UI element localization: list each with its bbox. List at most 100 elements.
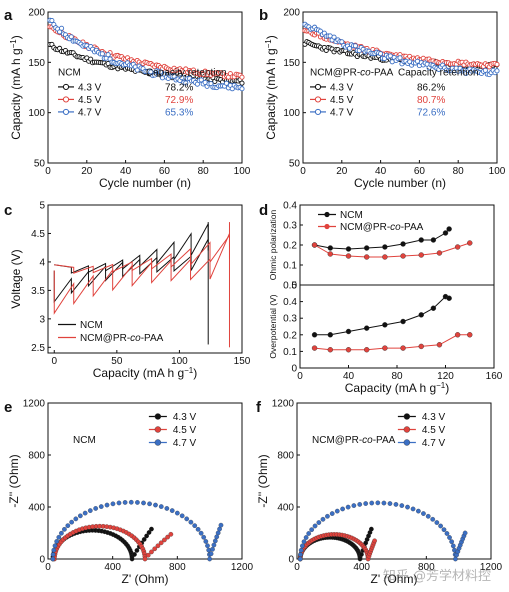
legend-label: NCM: [340, 210, 363, 221]
legend-label: 4.3 V: [422, 412, 446, 423]
data-point: [82, 510, 88, 516]
data-point: [157, 69, 164, 75]
x-axis-label: Cycle number (n): [354, 176, 446, 190]
data-point: [158, 504, 164, 509]
y-axis-label: Voltage (V): [9, 249, 23, 308]
plot-frame-b: [302, 11, 498, 164]
legend-label: 4.5 V: [78, 95, 102, 106]
x-tick-label: 120: [437, 371, 454, 382]
data-point: [87, 508, 93, 513]
x-tick-label: 400: [353, 562, 370, 573]
legend-marker: [314, 83, 322, 91]
retention-value: 72.6%: [417, 107, 445, 118]
y-tick-label: 0.4: [283, 297, 297, 308]
data-point: [132, 552, 137, 557]
legend-title: NCM@PR-co-PAA: [310, 67, 394, 78]
data-point: [449, 539, 454, 544]
x-tick-label: 800: [169, 562, 186, 573]
y-tick-label: 200: [28, 8, 45, 19]
x-tick-label: 80: [198, 166, 210, 177]
series-4.7V: [302, 21, 500, 78]
data-point: [467, 240, 473, 246]
data-point: [400, 318, 406, 325]
data-point: [363, 347, 370, 353]
data-point: [441, 527, 447, 533]
data-point: [300, 543, 305, 549]
legend-marker: [403, 413, 411, 420]
data-point: [212, 538, 218, 544]
data-point: [453, 556, 458, 562]
y-tick-label: 2.5: [31, 343, 45, 354]
data-point: [494, 68, 500, 74]
x-axis-label: Z' (Ohm): [122, 572, 169, 586]
data-point: [331, 34, 337, 40]
data-point: [399, 503, 405, 508]
y-tick-label: 50: [289, 159, 301, 170]
data-point: [141, 500, 146, 506]
data-point: [198, 530, 204, 536]
x-tick-label: 80: [453, 166, 465, 177]
data-point: [297, 556, 303, 562]
data-point: [327, 251, 334, 257]
x-tick-label: 100: [234, 166, 251, 177]
y-tick-label: 50: [34, 159, 46, 170]
data-point: [381, 500, 387, 506]
data-point: [446, 226, 452, 232]
charge-curve: [54, 233, 230, 274]
data-point: [351, 503, 357, 508]
data-point: [179, 75, 185, 81]
data-point: [169, 508, 175, 513]
retention-header: Capacity retention: [398, 67, 479, 78]
data-point: [99, 51, 105, 57]
x-tick-label: 400: [104, 562, 121, 573]
x-tick-label: 20: [336, 166, 348, 177]
data-point: [207, 556, 213, 562]
legend-label: 4.3 V: [78, 82, 102, 93]
legend-marker: [314, 96, 322, 103]
data-point: [218, 522, 224, 528]
data-point: [446, 295, 452, 301]
y-tick-label: 0.1: [283, 261, 297, 272]
data-point: [214, 534, 220, 540]
x-tick-label: 0: [294, 562, 300, 573]
y-tick-label: 4: [39, 257, 45, 268]
data-point: [306, 531, 312, 536]
data-point: [168, 531, 174, 537]
data-point: [298, 547, 304, 553]
y-tick-label: 0.1: [283, 347, 297, 358]
data-point: [69, 519, 74, 525]
retention-value: 72.9%: [165, 95, 193, 106]
data-point: [50, 556, 56, 562]
data-point: [303, 535, 309, 540]
data-point: [430, 237, 437, 243]
y-tick-label: 200: [283, 8, 300, 19]
data-point: [105, 52, 111, 58]
data-point: [98, 504, 104, 509]
panel-label: NCM: [73, 435, 96, 446]
data-point: [301, 539, 307, 544]
series-4.5V: [52, 523, 174, 562]
data-point: [378, 51, 384, 57]
data-point: [158, 540, 164, 546]
data-point: [116, 500, 122, 506]
data-point: [165, 534, 170, 540]
y-tick-label: 400: [28, 503, 45, 514]
data-point: [400, 253, 406, 259]
data-point: [211, 542, 217, 548]
retention-value: 65.3%: [165, 107, 193, 118]
x-tick-label: 80: [391, 371, 403, 382]
x-tick-label: 50: [111, 356, 123, 367]
data-point: [434, 520, 440, 525]
series-4.7V: [50, 499, 224, 562]
data-point: [239, 86, 245, 92]
data-point: [430, 516, 436, 522]
data-point: [153, 502, 158, 508]
data-point: [375, 500, 381, 506]
x-tick-label: 160: [486, 371, 503, 382]
data-point: [149, 526, 154, 532]
x-tick-label: 0: [51, 356, 57, 367]
legend-label: 4.7 V: [330, 107, 354, 118]
series-line: [314, 334, 470, 351]
data-point: [198, 77, 204, 83]
